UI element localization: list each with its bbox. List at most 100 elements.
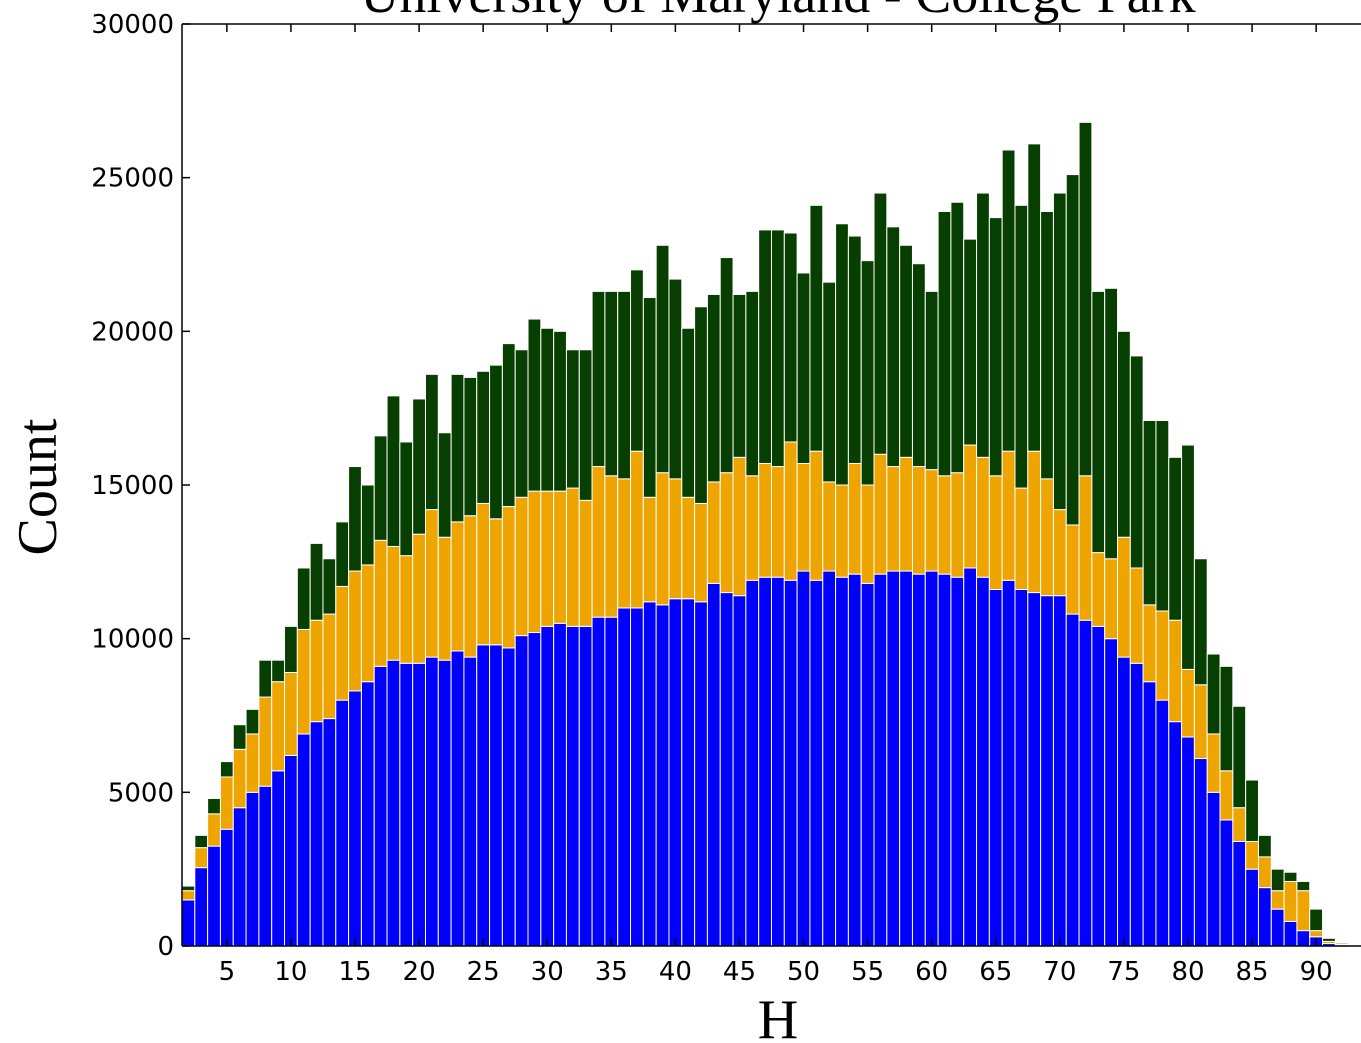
bar-segment [924, 290, 939, 471]
bar-segment [642, 601, 657, 947]
bar-segment [181, 885, 196, 892]
chart-title: University of Maryland - College Park [360, 0, 1195, 24]
bar-segment [258, 696, 273, 787]
bar-segment [1168, 456, 1183, 621]
bar-segment [1040, 595, 1054, 947]
bar-segment [1027, 592, 1042, 947]
bar-segment [1117, 330, 1131, 538]
bar-segment [771, 576, 785, 947]
bar-segment [232, 807, 247, 947]
x-tick-label: 10 [274, 957, 307, 987]
bar-segment [271, 770, 286, 947]
bar-segment [847, 573, 862, 947]
y-tick-label: 25000 [91, 164, 174, 194]
bar-segment [950, 576, 965, 947]
bar-segment [1052, 595, 1067, 947]
bar-segment [745, 475, 760, 581]
bar-segment [476, 644, 491, 947]
bar-segment [1091, 290, 1106, 554]
bar-segment [437, 432, 452, 538]
bar-segment [1014, 588, 1029, 947]
bar-segment [271, 681, 286, 772]
bar-segment [360, 564, 375, 683]
bar-segment [950, 472, 965, 578]
bar-segment [681, 598, 696, 947]
bar-segment [668, 478, 683, 600]
bar-segment [1283, 920, 1298, 947]
bar-segment [514, 349, 529, 498]
bar-segment [694, 502, 708, 603]
bar-segment [809, 204, 824, 452]
bar-segment [1270, 890, 1285, 910]
bar-segment [976, 456, 990, 578]
bar-segment [873, 573, 888, 947]
bar-segment [1078, 475, 1093, 621]
bar-segment [540, 625, 555, 947]
bar-segment [1257, 856, 1272, 889]
bar-segment [450, 650, 465, 947]
y-tick-label: 20000 [91, 317, 174, 347]
bar-segment [271, 659, 286, 683]
bar-segment [1001, 149, 1016, 452]
bar-segment [1181, 444, 1195, 670]
bar-segment [1155, 419, 1170, 612]
x-tick-label: 50 [787, 957, 820, 987]
bar-segment [386, 659, 401, 947]
bar-segment [245, 733, 260, 793]
x-tick-label: 70 [1043, 957, 1076, 987]
bar-segment [668, 598, 683, 947]
bar-segment [1142, 419, 1157, 606]
bar-segment [976, 192, 990, 458]
bar-segment [1027, 143, 1042, 452]
bar-segment [335, 521, 350, 587]
bar-segment [565, 625, 580, 947]
bar-segment [1296, 930, 1311, 947]
bar-segment [450, 521, 465, 652]
bar-segment [1142, 681, 1157, 947]
bar-segment [348, 690, 362, 947]
bar-segment [771, 466, 785, 578]
bar-segment [822, 481, 837, 572]
bar-segment [565, 349, 580, 489]
bar-segment [1104, 558, 1119, 640]
bar-segment [681, 327, 696, 498]
bar-segment [630, 269, 644, 452]
bar-segment [976, 576, 990, 947]
bar-segment [886, 570, 901, 947]
bar-segment [719, 257, 734, 474]
bar-segment [565, 487, 580, 627]
bar-segment [322, 613, 337, 720]
bar-segment [412, 398, 426, 535]
bar-segment [911, 573, 926, 947]
bar-segment [796, 462, 811, 572]
bar-segment [1001, 450, 1016, 581]
bar-segment [835, 484, 849, 578]
bar-segment [463, 515, 478, 658]
bar-segment [642, 496, 657, 603]
bar-segment [1014, 487, 1029, 590]
bar-segment [1334, 942, 1349, 945]
bar-segment [207, 797, 221, 815]
bar-segment [1027, 450, 1042, 594]
bar-segment [207, 845, 221, 947]
bar-segment [296, 733, 311, 947]
x-tick-label: 90 [1300, 957, 1333, 987]
bar-segment [937, 475, 952, 575]
bar-segment [1129, 567, 1144, 664]
bar-segment [988, 588, 1003, 947]
bar-segment [1309, 908, 1324, 932]
bar-segment [822, 570, 837, 947]
bar-segment [501, 506, 516, 649]
bar-segment [783, 232, 798, 443]
y-tick-label: 5000 [108, 778, 174, 808]
x-tick-label: 80 [1171, 957, 1204, 987]
x-tick-label: 85 [1236, 957, 1269, 987]
bar-segment [630, 607, 644, 947]
bar-segment [899, 570, 913, 947]
bar-segment [604, 616, 619, 947]
bar-segment [424, 509, 439, 658]
y-tick-label: 10000 [91, 625, 174, 655]
bar-segment [181, 899, 196, 947]
bar-segment [335, 699, 350, 947]
